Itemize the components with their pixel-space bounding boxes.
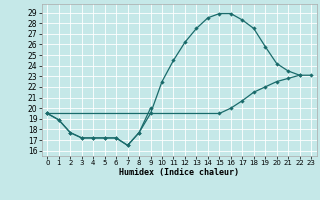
X-axis label: Humidex (Indice chaleur): Humidex (Indice chaleur) [119,168,239,177]
